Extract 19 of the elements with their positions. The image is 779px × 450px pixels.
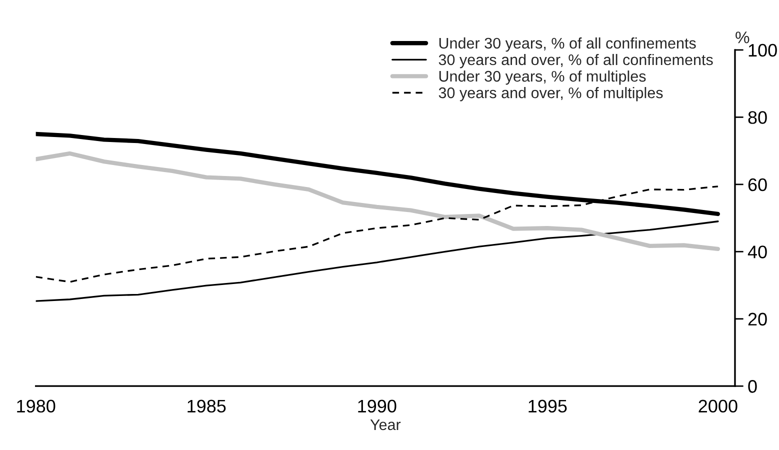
x-tick-label: 1985 [188,400,226,413]
legend-label: 30 years and over, % of all confinements [438,54,713,68]
y-tick-label: 80 [748,111,767,124]
line-series [36,220,719,302]
y-tick-label: 60 [748,178,767,192]
x-tick-label: 1990 [358,400,396,413]
y-tick-label: 0 [748,380,757,393]
y-tick-label: 100 [748,44,777,57]
x-axis-title: Year [370,419,401,430]
y-tick-label: 20 [748,312,767,326]
x-tick-label: 1980 [17,400,56,413]
legend-label: Under 30 years, % of multiples [439,70,646,85]
x-tick-label: 1995 [528,400,567,413]
y-axis-title: % [736,32,750,44]
line-series [36,151,720,252]
legend-label: 30 years and over, % of multiples [438,87,663,102]
y-tick-label: 40 [748,246,767,258]
x-tick-label: 2000 [698,400,738,413]
legend-label: Under 30 years, % of all confinements [439,37,696,52]
